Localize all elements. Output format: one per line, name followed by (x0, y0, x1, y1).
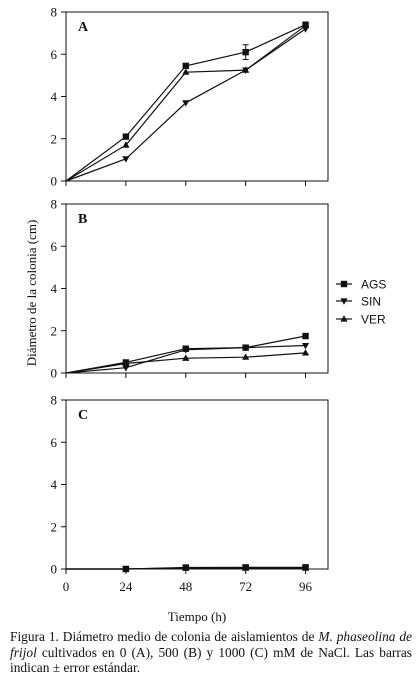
panel-c-y-tick-label: 4 (51, 477, 58, 492)
panel-b-series-sin-point (301, 342, 310, 350)
x-tick-label: 48 (179, 579, 192, 594)
panel-a-series-ver-point (122, 141, 130, 148)
legend-marker-ver (340, 315, 348, 322)
panel-c-y-tick-label: 6 (51, 435, 58, 450)
caption-prefix: Figura 1. Diámetro medio de colonia de a… (10, 629, 319, 644)
panel-a-y-tick-label: 4 (51, 89, 58, 104)
panel-c-series-ver-point (242, 564, 250, 571)
panel-b-series-ver-point (182, 354, 190, 361)
panel-c-label: C (78, 408, 88, 423)
panel-b-series-ver-point (301, 349, 310, 356)
x-tick-label: 24 (119, 579, 133, 594)
panel-a-series-ags-point (242, 48, 249, 56)
panel-a-series-sin-point (182, 100, 190, 107)
x-tick-label: 72 (239, 579, 252, 594)
panel-b-y-tick-label: 0 (51, 366, 58, 381)
panel-c-y-tick-label: 2 (51, 519, 58, 534)
panel-a-series-sin-point (122, 156, 130, 163)
panel-a-series-ags-point (122, 133, 130, 140)
panel-b-series-sin-point (182, 347, 190, 354)
panel-c-series-ver-point (301, 564, 310, 571)
panel-b-y-tick-label: 2 (51, 323, 58, 338)
panel-a-label: A (78, 20, 89, 35)
panel-c-y-tick-label: 8 (51, 393, 58, 408)
panel-b-frame (65, 203, 329, 374)
panel-b-series-ver-point (242, 353, 250, 360)
y-axis-label: Diámetro de la colonia (cm) (24, 220, 39, 367)
panel-a-series-ags-point (182, 62, 189, 70)
legend-label-ags: AGS (361, 278, 386, 292)
panel-a-series-ver-point (242, 66, 250, 73)
panel-a-y-tick-label: 0 (51, 174, 58, 189)
x-tick-label: 96 (299, 579, 313, 594)
panel-c-series-ver-point (122, 565, 130, 572)
legend-label-ver: VER (361, 313, 386, 327)
panel-c-y-tick-label: 0 (51, 562, 58, 577)
panel-b-label: B (78, 212, 87, 227)
x-axis-label: Tiempo (h) (168, 609, 226, 624)
caption-species: M. phaseolina de frijol (10, 629, 412, 660)
panel-b-series-ags-point (302, 332, 309, 340)
panel-a-series-ver-point (182, 68, 190, 75)
legend-marker-sin (340, 298, 348, 305)
legend-label-sin: SIN (361, 295, 381, 309)
panel-c-series-ver-point (182, 564, 190, 571)
panel-a-y-tick-label: 6 (51, 47, 58, 62)
panel-a-y-tick-label: 2 (51, 131, 58, 146)
panel-b-y-tick-label: 8 (51, 197, 58, 212)
panel-b-y-tick-label: 6 (51, 239, 58, 254)
legend-marker-ags (340, 280, 348, 288)
panel-b-series-ver-point (122, 359, 130, 367)
panel-b-series-sin-point (242, 345, 250, 352)
caption-suffix: cultivados en 0 (A), 500 (B) y 1000 (C) … (10, 644, 412, 676)
panel-c-frame (65, 399, 329, 570)
panel-b-y-tick-label: 4 (51, 281, 58, 296)
panel-a-series-ver-point (301, 21, 310, 29)
figure-caption: Figura 1. Diámetro medio de colonia de a… (10, 629, 412, 676)
panel-b-series-sin-point (122, 365, 130, 372)
panel-a-y-tick-label: 8 (51, 5, 58, 20)
x-tick-label: 0 (63, 579, 70, 594)
